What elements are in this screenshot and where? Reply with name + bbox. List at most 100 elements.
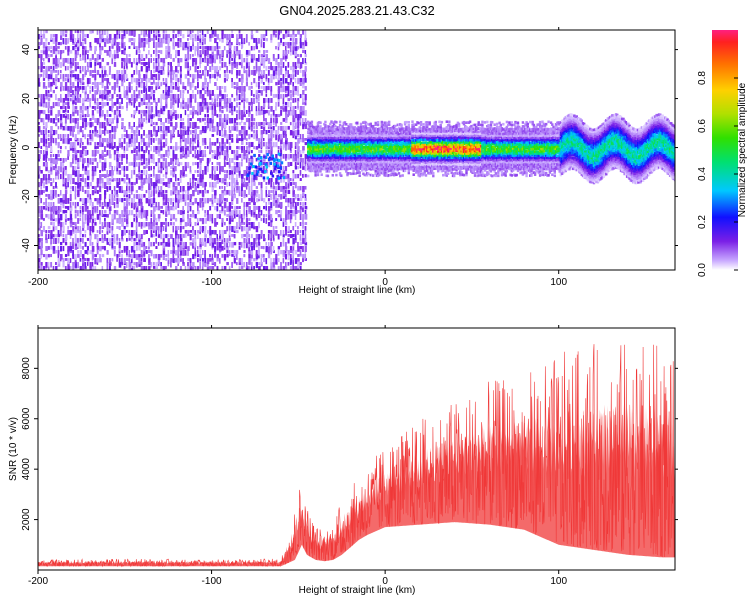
spectrogram-cell (79, 106, 83, 110)
spectrogram-cell (260, 54, 264, 58)
spectrogram-cell (243, 202, 246, 207)
spectrogram-cell (175, 198, 178, 203)
spectrogram-cell (116, 238, 118, 242)
spectrogram-cell (325, 143, 328, 147)
spectrogram-cell (113, 110, 117, 115)
spectrogram-cell (150, 82, 153, 85)
spectrogram-cell (138, 154, 141, 161)
spectrogram-cell (307, 145, 310, 148)
spectrogram-cell (275, 186, 278, 192)
spectrogram-cell (238, 162, 241, 168)
spectrogram-cell (84, 46, 87, 51)
spectrogram-cell (50, 194, 53, 201)
spectrogram-cell (84, 54, 86, 61)
spectrogram-cell (260, 158, 263, 163)
spectrogram-cell (260, 218, 263, 222)
spectrogram-cell (162, 62, 166, 67)
spectrogram-cell (62, 246, 65, 252)
spectrogram-cell (74, 62, 77, 68)
spectrogram-cell (133, 238, 136, 242)
spectrogram-cell (91, 262, 94, 267)
spectrogram-cell (316, 132, 320, 135)
spectrogram-cell (199, 154, 202, 157)
spectrogram-cell (245, 82, 248, 87)
spectrogram-cell (111, 214, 114, 220)
spectrogram-cell (223, 198, 227, 202)
spectrogram-cell (267, 222, 271, 227)
spectrogram-cell (82, 166, 84, 171)
spectrogram-cell (248, 246, 250, 252)
spectrogram-cell (189, 130, 192, 135)
spectrogram-cell (167, 182, 171, 189)
spectrogram-cell (209, 174, 212, 179)
spectrogram-cell (206, 230, 209, 234)
spectrogram-cell (243, 98, 246, 102)
spectrogram-cell (165, 78, 168, 84)
spectrogram-cell (248, 158, 251, 162)
spectrogram-cell (77, 66, 80, 69)
spectrogram-cell (228, 110, 232, 113)
spectrogram-cell (47, 106, 50, 112)
spectrogram-cell (167, 110, 170, 117)
spectrogram-cell (197, 218, 199, 224)
spectrogram-cell (140, 186, 144, 191)
spectrogram-cell (226, 158, 228, 162)
spectrogram-cell (162, 254, 165, 261)
spectrogram-cell (263, 54, 265, 58)
spectrogram-cell (179, 210, 183, 215)
spectrogram-cell (155, 86, 158, 91)
spectrogram-cell (52, 66, 55, 71)
spectrogram-cell (287, 102, 290, 108)
spectrogram-cell (280, 202, 283, 208)
spectrogram-cell (287, 162, 290, 167)
spectrogram-cell (304, 158, 307, 165)
spectrogram-cell (204, 170, 207, 175)
spectrogram-cell (287, 50, 290, 54)
spectrogram-cell (258, 110, 261, 116)
spectrogram-cell (40, 242, 43, 249)
spectrogram-cell (299, 106, 303, 113)
spectrogram-cell (231, 134, 234, 138)
spectrogram-cell (96, 38, 100, 45)
spectrogram-cell (99, 226, 102, 230)
spectrogram-cell (150, 74, 154, 80)
spectrogram-cell (238, 210, 241, 216)
spectrogram-cell (287, 182, 290, 188)
spectrogram-cell (82, 102, 85, 106)
spectrogram-cell (55, 250, 58, 254)
spectrogram-cell (55, 86, 58, 89)
spectrogram-cell (294, 150, 297, 156)
spectrogram-cell (219, 166, 222, 172)
spectrogram-cell (50, 86, 52, 92)
spectrogram-cell (96, 62, 99, 66)
spectrogram-cell (248, 114, 250, 117)
spectrogram-cell (253, 70, 256, 76)
spectrogram-cell (145, 266, 148, 270)
spectrogram-cell (201, 50, 205, 55)
spectrogram-cell (40, 230, 43, 237)
spectrogram-cell (260, 262, 263, 267)
spectrogram-cell (45, 90, 48, 97)
spectrogram-cell (270, 122, 272, 127)
spectrogram-cell (189, 110, 193, 115)
spectrogram-cell (72, 98, 75, 104)
spectrogram-cell (272, 258, 275, 263)
spectrogram-cell (86, 214, 90, 219)
spectrogram-cell (211, 50, 214, 56)
spectrogram-cell (228, 206, 231, 212)
spectrogram-cell (130, 238, 133, 242)
spectrogram-cell (69, 130, 72, 136)
spectrogram-cell (82, 150, 84, 154)
spectrogram-cell (316, 169, 320, 172)
spectrogram-cell (162, 142, 166, 148)
spectrogram-cell (282, 250, 285, 255)
spectrogram-cell (57, 218, 61, 224)
spectrogram-cell (157, 150, 161, 157)
spectrogram-cell (294, 154, 298, 159)
spectrogram-cell (148, 194, 151, 200)
spectrogram-cell (135, 78, 139, 83)
spectrogram-cell (72, 118, 75, 123)
spectrogram-cell (106, 266, 109, 270)
spectrogram-cell (123, 258, 126, 264)
spectrogram-cell (314, 130, 317, 133)
